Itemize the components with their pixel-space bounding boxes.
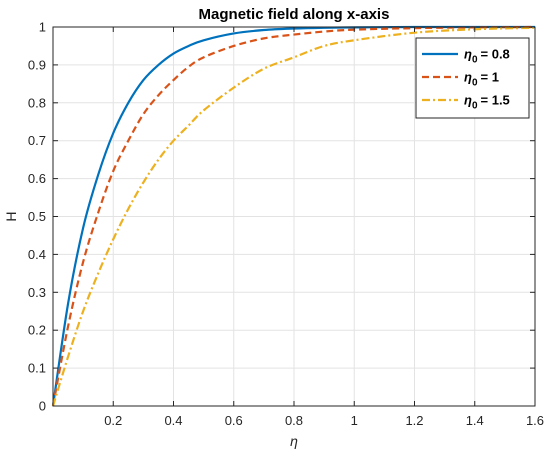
- x-tick-label: 1: [351, 413, 358, 428]
- y-tick-label: 0.4: [28, 247, 46, 262]
- y-tick-label: 0.3: [28, 285, 46, 300]
- y-tick-label: 0.8: [28, 95, 46, 110]
- x-axis-ticks: 0.2 0.4 0.6 0.8 1 1.2 1.4 1.6: [104, 27, 544, 428]
- legend-label-1: η0 = 0.8: [464, 47, 510, 66]
- legend-label-2: η0 = 1: [464, 70, 499, 89]
- y-tick-label: 0.9: [28, 57, 46, 72]
- y-tick-label: 0.1: [28, 361, 46, 376]
- x-tick-label: 0.4: [164, 413, 182, 428]
- chart-title: Magnetic field along x-axis: [199, 6, 390, 23]
- x-tick-label: 0.8: [285, 413, 303, 428]
- y-axis-ticks: 0 0.1 0.2 0.3 0.4 0.5 0.6 0.7 0.8 0.9 1: [28, 20, 535, 414]
- y-tick-label: 0.6: [28, 171, 46, 186]
- series-line-3: [51, 26, 536, 407]
- x-tick-label: 1.4: [466, 413, 484, 428]
- y-tick-label: 0.5: [28, 209, 46, 224]
- y-tick-label: 0.7: [28, 133, 46, 148]
- x-tick-label: 0.2: [104, 413, 122, 428]
- x-axis-label: η: [290, 433, 298, 449]
- y-tick-label: 1: [39, 20, 46, 35]
- x-tick-label: 1.6: [526, 413, 544, 428]
- legend-label-3: η0 = 1.5: [464, 93, 510, 112]
- y-axis-label: H: [3, 211, 19, 221]
- legend: η0 = 0.8 η0 = 1 η0 = 1.5: [415, 37, 530, 119]
- x-tick-label: 0.6: [225, 413, 243, 428]
- y-tick-label: 0.2: [28, 323, 46, 338]
- x-tick-label: 1.2: [405, 413, 423, 428]
- y-tick-label: 0: [39, 399, 46, 414]
